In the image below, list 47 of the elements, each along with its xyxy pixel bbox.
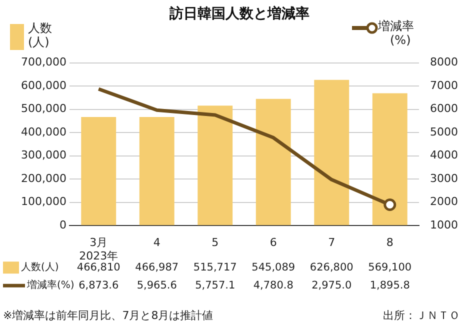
text: 出所：ＪＮＴＯ (383, 308, 460, 322)
y2-tick-label: 8000 (430, 56, 458, 69)
data-label: 466,810 (76, 261, 120, 274)
y2-tick-label: 7000 (430, 78, 458, 92)
chart-title: 訪日韓国人数と増減率 (168, 5, 310, 22)
y2-tick-label: 6000 (430, 102, 458, 116)
y2-tick-label: 4000 (430, 148, 458, 162)
y2-tick-label: 5000 (430, 125, 458, 138)
data-label: 626,800 (310, 261, 354, 274)
y2-tick-label: 1000 (430, 218, 458, 232)
data-label: 4,780.8 (253, 279, 294, 292)
y2-tick-label: 2000 (430, 195, 458, 208)
bar (198, 106, 233, 226)
y2-tick-label: 3000 (430, 172, 458, 185)
data-label: 5,757.1 (195, 279, 236, 292)
x-tick-label: 5 (212, 236, 219, 250)
data-label: 6,873.6 (78, 279, 119, 292)
y-tick-label: 0 (59, 218, 66, 232)
y-tick-label: 500,000 (20, 102, 66, 116)
y-tick-label: 300,000 (20, 148, 66, 162)
bar (139, 116, 174, 226)
bar (81, 117, 116, 226)
y-tick-label: 100,000 (20, 195, 66, 208)
y-axis-title: 人数 (人) (28, 21, 52, 50)
bar (372, 93, 408, 226)
y2-axis-title: 増減率 (%) (377, 19, 414, 48)
y-tick-label: 200,000 (20, 172, 66, 185)
y-tick-label: 600,000 (20, 78, 66, 92)
x-tick-label: 6 (270, 236, 277, 250)
x-tick-label: 4 (153, 236, 160, 250)
y-tick-label: 400,000 (20, 125, 66, 138)
x-tick-label: 8 (386, 236, 394, 250)
data-label: 466,987 (135, 261, 179, 274)
x-tick-label: 7 (328, 236, 336, 250)
bar (314, 80, 350, 226)
text: ※増減率は前年同月比、7月と8月は推計値 (3, 308, 214, 322)
legend-label: 人数(人) (21, 262, 59, 274)
data-label: 2,975.0 (312, 279, 352, 292)
data-label: 569,100 (368, 261, 412, 274)
data-label: 5,965.6 (136, 279, 178, 292)
y-tick-label: 700,000 (20, 56, 66, 69)
data-label: 545,089 (252, 261, 296, 274)
data-label: 1,895.8 (370, 279, 410, 292)
x-tick-label: 3月 2023年 (79, 236, 118, 262)
legend-label: 増減率(%) (26, 279, 74, 292)
data-label: 515,717 (193, 261, 237, 274)
bar (256, 98, 291, 226)
